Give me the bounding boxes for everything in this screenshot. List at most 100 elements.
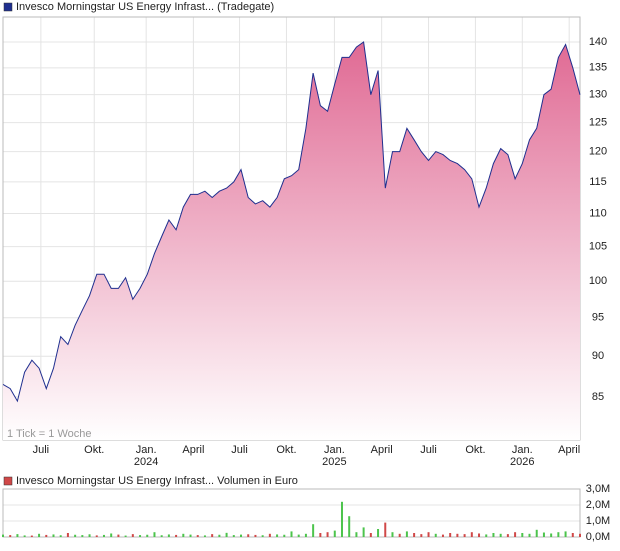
volume-bar [398,533,401,537]
volume-bar [535,529,538,537]
price-area [3,42,580,440]
volume-bar [434,533,437,537]
y-tick-label: 110 [589,207,607,219]
volume-bar [2,534,4,537]
volume-bar [355,532,358,537]
volume-bar [45,534,48,537]
volume-bar [218,534,221,537]
volume-bar [420,534,423,537]
y-tick-label: 95 [592,312,604,324]
volume-bar [117,534,120,537]
volume-bar [240,534,243,537]
volume-bar [485,534,488,537]
y-tick-label: 105 [589,240,607,252]
x-tick-label: Okt. [84,444,104,456]
volume-bar [160,535,163,537]
volume-bar [88,534,91,537]
x-year-label: 2026 [510,456,534,468]
volume-bar [405,531,408,537]
volume-bar [196,535,199,537]
y-tick-label: 1,0M [586,515,610,527]
x-year-label: 2024 [134,456,158,468]
volume-bar [110,533,113,537]
volume-bar [211,534,214,537]
y-tick-label: 2,0M [586,499,610,511]
y-tick-label: 125 [589,116,607,128]
volume-bar [74,534,77,537]
volume-bar [95,535,98,537]
volume-bar [175,534,178,537]
volume-bar [247,534,250,537]
x-tick-label: Jan. [512,444,533,456]
volume-bar [297,534,300,537]
x-tick-label: Juli [420,444,437,456]
volume-bar [542,532,545,537]
volume-bar [413,533,416,537]
volume-bar [384,522,387,537]
x-tick-label: Jan. [324,444,345,456]
volume-bar [153,532,156,537]
x-tick-label: April [558,444,580,456]
volume-bar [312,524,315,537]
chart-title: Invesco Morningstar US Energy Infrast...… [16,1,274,13]
legend-swatch [3,476,13,486]
volume-bar [463,534,466,537]
volume-bar [348,516,351,537]
volume-bar [377,529,380,537]
volume-bar [557,532,560,537]
volume-bar [521,533,524,537]
volume-bar [514,532,517,537]
volume-bar [268,533,271,537]
x-tick-label: Okt. [465,444,485,456]
y-tick-label: 3,0M [586,483,610,495]
volume-bar [492,533,495,537]
volume-bar [506,534,509,537]
volume-bar [564,531,567,537]
volume-bar [283,534,286,537]
volume-bar [290,531,293,537]
volume-bar [478,533,481,537]
volume-bar [261,535,264,537]
volume-bar [203,535,206,537]
x-tick-label: April [371,444,393,456]
x-tick-label: Jan. [136,444,157,456]
volume-bar [225,532,228,537]
volume-bar [59,535,62,537]
volume-bar [369,533,372,537]
x-tick-label: Okt. [276,444,296,456]
plot-frame [2,488,581,538]
volume-bar [456,533,459,537]
price-line [2,41,581,403]
volume-bar [139,535,142,537]
x-tick-label: April [182,444,204,456]
chart-title: Invesco Morningstar US Energy Infrast...… [16,475,298,487]
volume-bar [441,534,444,537]
y-tick-label: 85 [592,391,604,403]
volume-bar [102,534,105,537]
volume-bar [182,533,185,537]
volume-bar [391,532,394,537]
volume-bar [9,535,12,537]
volume-bar [326,532,329,537]
y-tick-label: 115 [589,176,607,188]
y-tick-label: 120 [589,146,607,158]
x-year-label: 2025 [322,456,346,468]
volume-bar [167,534,170,537]
volume-bar [449,533,452,537]
volume-bar [340,501,343,537]
x-tick-label: Juli [33,444,50,456]
volume-bar [304,533,307,537]
y-tick-label: 140 [589,36,607,48]
y-tick-label: 100 [589,275,607,287]
volume-bar [427,532,430,537]
volume-bar [81,535,84,537]
volume-bar [38,533,41,537]
annotation: 1 Tick = 1 Woche [7,428,91,440]
legend-swatch [3,2,13,12]
volume-bar [528,533,531,537]
volume-bar [499,533,502,537]
volume-bar [131,534,134,537]
volume-bar [550,533,553,537]
volume-bar [333,530,336,537]
y-tick-label: 130 [589,89,607,101]
